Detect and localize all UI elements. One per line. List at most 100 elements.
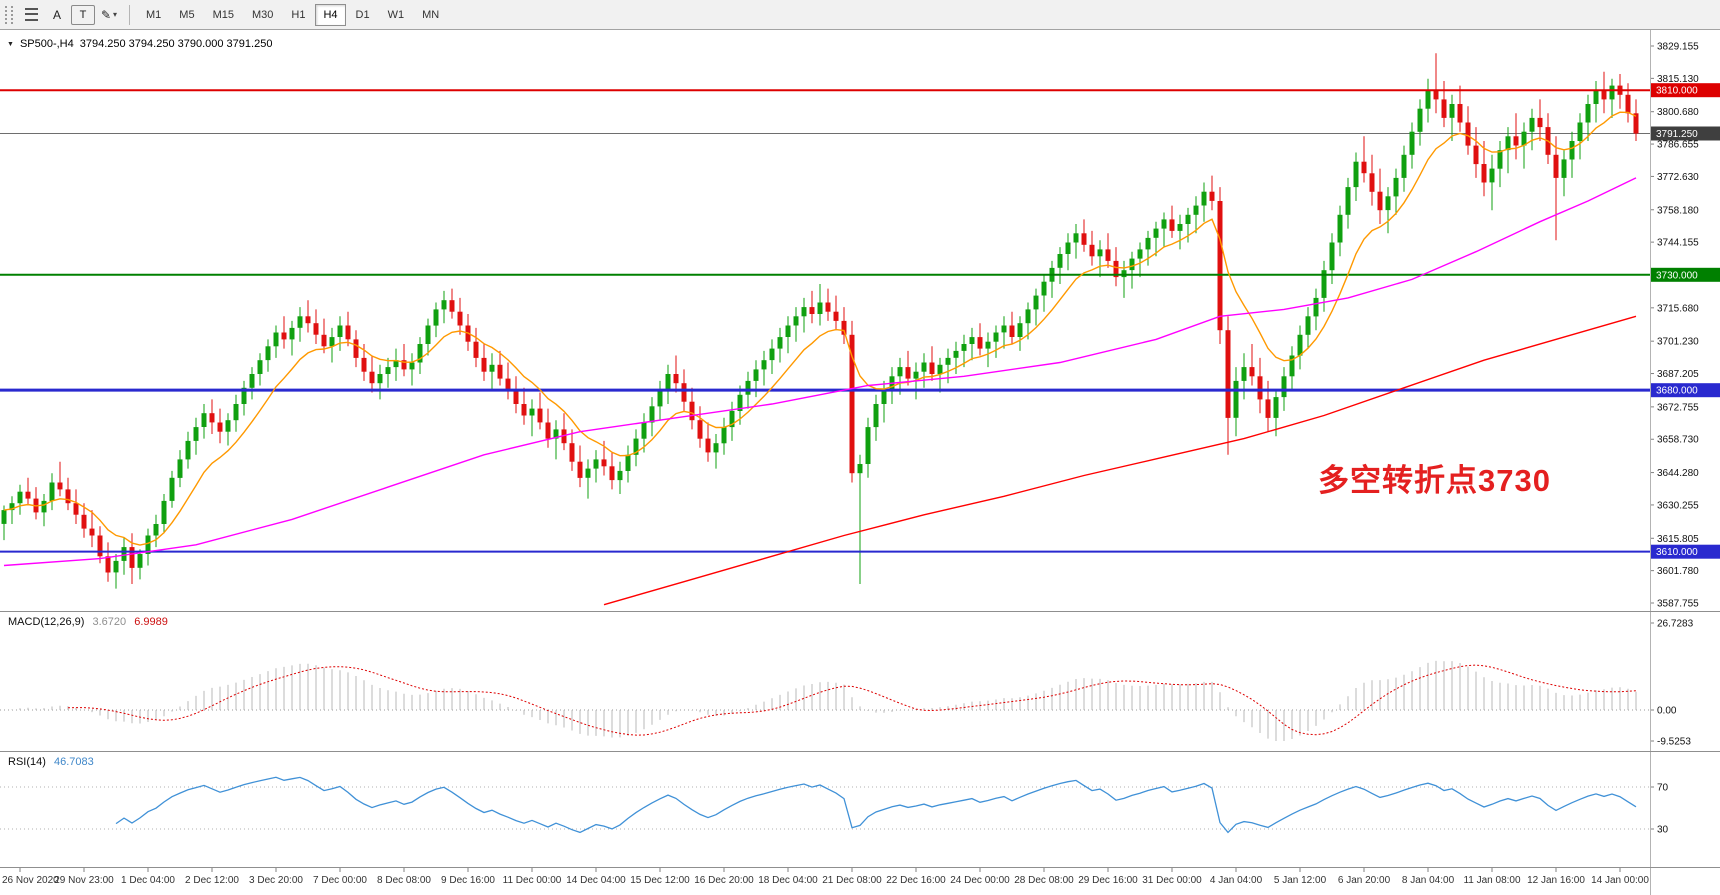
svg-text:3658.730: 3658.730 — [1657, 435, 1699, 446]
symbol-header: ▼ SP500-,H4 3794.250 3794.250 3790.000 3… — [7, 38, 272, 50]
rsi-line — [115, 776, 1637, 834]
svg-text:22 Dec 16:00: 22 Dec 16:00 — [886, 875, 946, 886]
macd-label: MACD(12,26,9) 3.6720 6.9989 — [8, 616, 173, 628]
price-scale-border[interactable] — [1650, 30, 1651, 895]
svg-text:3791.250: 3791.250 — [1656, 129, 1698, 140]
macd-panel[interactable]: 26.7283 0.00 -9.5253 — [0, 612, 1720, 751]
pencil-icon: ✎ — [100, 7, 112, 22]
timeframe-button-m30[interactable]: M30 — [251, 8, 274, 21]
svg-text:3 Dec 20:00: 3 Dec 20:00 — [249, 875, 303, 886]
timeframe-button-m15[interactable]: M15 — [212, 8, 234, 21]
top-toolbar: A T ✎ ▾ M1 M5 M15 M30 H1 H4 D1 W1 MN — [0, 0, 1720, 30]
svg-text:3644.280: 3644.280 — [1657, 468, 1699, 479]
ma-mid-line — [3, 177, 1637, 567]
ma-slow-line — [603, 315, 1637, 606]
timeframe-button-m5[interactable]: M5 — [179, 8, 195, 21]
svg-text:3680.000: 3680.000 — [1656, 386, 1698, 397]
text-tool-button[interactable]: T — [71, 4, 95, 25]
font-tool-button[interactable]: A — [52, 7, 61, 22]
svg-text:21 Dec 08:00: 21 Dec 08:00 — [822, 875, 882, 886]
svg-text:4 Jan 04:00: 4 Jan 04:00 — [1210, 875, 1263, 886]
timeframe-button-h4[interactable]: H4 — [315, 3, 346, 26]
rsi-name: RSI(14) — [8, 756, 46, 768]
svg-text:30: 30 — [1657, 825, 1669, 836]
svg-text:-9.5253: -9.5253 — [1657, 737, 1691, 748]
main-chart[interactable]: 3829.155 3815.130 3800.680 3786.655 3772.630… — [0, 30, 1720, 611]
timeframe-button-m1[interactable]: M1 — [146, 8, 162, 21]
macd-value-main: 3.6720 — [92, 616, 127, 628]
svg-text:70: 70 — [1657, 783, 1669, 794]
price-badge-3730.000 — [1651, 267, 1720, 282]
timeframe-button-mn[interactable]: MN — [422, 8, 440, 21]
svg-text:3587.755: 3587.755 — [1657, 599, 1699, 610]
svg-text:24 Dec 00:00: 24 Dec 00:00 — [950, 875, 1010, 886]
svg-text:26 Nov 2020: 26 Nov 2020 — [2, 875, 59, 886]
svg-text:12 Jan 16:00: 12 Jan 16:00 — [1527, 875, 1585, 886]
rsi-label: RSI(14) 46.7083 — [8, 756, 99, 768]
symbol-ohlc: 3794.250 3794.250 3790.000 3791.250 — [79, 38, 273, 50]
svg-text:3615.805: 3615.805 — [1657, 534, 1699, 545]
svg-text:3815.130: 3815.130 — [1657, 74, 1699, 85]
price-badge-3810.000 — [1651, 83, 1720, 98]
list-icon — [24, 8, 38, 21]
svg-text:8 Jan 04:00: 8 Jan 04:00 — [1402, 875, 1455, 886]
macd-histogram — [11, 660, 1637, 741]
svg-text:29 Nov 23:00: 29 Nov 23:00 — [54, 875, 114, 886]
svg-text:1 Dec 04:00: 1 Dec 04:00 — [121, 875, 175, 886]
svg-text:6 Jan 20:00: 6 Jan 20:00 — [1338, 875, 1391, 886]
svg-text:3730.000: 3730.000 — [1656, 270, 1698, 281]
svg-text:3758.180: 3758.180 — [1657, 205, 1699, 216]
svg-text:3701.230: 3701.230 — [1657, 337, 1699, 348]
draw-tool-button[interactable]: ✎ ▾ — [97, 3, 121, 27]
svg-text:3715.680: 3715.680 — [1657, 303, 1699, 314]
svg-text:3800.680: 3800.680 — [1657, 107, 1699, 118]
svg-text:0.00: 0.00 — [1657, 706, 1677, 717]
rsi-panel-splitter[interactable] — [0, 751, 1720, 752]
macd-name: MACD(12,26,9) — [8, 616, 85, 628]
svg-text:18 Dec 04:00: 18 Dec 04:00 — [758, 875, 818, 886]
svg-text:15 Dec 12:00: 15 Dec 12:00 — [630, 875, 690, 886]
svg-text:3610.000: 3610.000 — [1656, 547, 1698, 558]
toolbar-grip[interactable] — [5, 5, 13, 24]
svg-text:3687.205: 3687.205 — [1657, 369, 1699, 380]
timeframe-button-h1[interactable]: H1 — [291, 8, 306, 21]
macd-signal-line — [67, 664, 1637, 736]
svg-text:8 Dec 08:00: 8 Dec 08:00 — [377, 875, 431, 886]
svg-text:14 Dec 04:00: 14 Dec 04:00 — [566, 875, 626, 886]
timeframe-button-d1[interactable]: D1 — [355, 8, 370, 21]
svg-text:3744.155: 3744.155 — [1657, 238, 1699, 249]
svg-text:16 Dec 20:00: 16 Dec 20:00 — [694, 875, 754, 886]
svg-text:28 Dec 08:00: 28 Dec 08:00 — [1014, 875, 1074, 886]
svg-text:3672.755: 3672.755 — [1657, 402, 1699, 413]
svg-text:31 Dec 00:00: 31 Dec 00:00 — [1142, 875, 1202, 886]
chevron-down-icon: ▾ — [113, 10, 118, 19]
ma-fast-line — [3, 111, 1637, 546]
symbol-title: SP500-,H4 — [19, 38, 74, 50]
svg-text:2 Dec 12:00: 2 Dec 12:00 — [185, 875, 239, 886]
time-axis-border — [0, 867, 1720, 868]
rsi-panel[interactable]: 70 30 — [0, 752, 1720, 867]
timeframe-button-w1[interactable]: W1 — [387, 8, 405, 21]
svg-text:3601.780: 3601.780 — [1657, 566, 1699, 577]
svg-text:3630.255: 3630.255 — [1657, 500, 1699, 511]
annotation-text[interactable]: 多空转折点3730 — [1318, 463, 1551, 498]
svg-text:3810.000: 3810.000 — [1656, 86, 1698, 97]
timeframe-toolbar: M1 M5 M15 M30 H1 H4 D1 W1 MN — [137, 3, 448, 26]
svg-text:9 Dec 16:00: 9 Dec 16:00 — [441, 875, 495, 886]
price-badge-3610.000 — [1651, 544, 1720, 559]
candles — [1, 53, 1639, 589]
svg-text:3772.630: 3772.630 — [1657, 172, 1699, 183]
svg-text:11 Dec 00:00: 11 Dec 00:00 — [503, 875, 562, 886]
svg-text:3786.655: 3786.655 — [1657, 140, 1699, 151]
price-badge-3680.000 — [1651, 383, 1720, 398]
macd-panel-splitter[interactable] — [0, 611, 1720, 612]
symbol-dropdown-icon[interactable]: ▼ — [7, 41, 14, 48]
svg-text:3829.155: 3829.155 — [1657, 42, 1699, 53]
svg-text:14 Jan 00:00: 14 Jan 00:00 — [1591, 875, 1649, 886]
svg-text:11 Jan 08:00: 11 Jan 08:00 — [1463, 875, 1521, 886]
price-badge-3791.250 — [1651, 126, 1720, 141]
indicators-list-button[interactable] — [19, 3, 43, 27]
toolbar-separator — [129, 4, 130, 25]
